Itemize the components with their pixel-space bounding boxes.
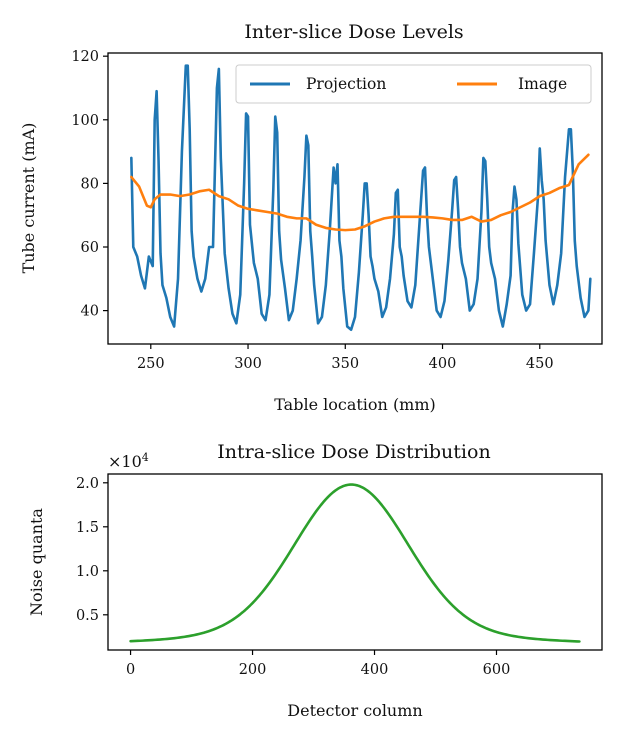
chart2-multiplier-exp: 4: [142, 451, 149, 464]
chart2-multiplier: ×104: [108, 451, 149, 471]
chart1-xtick-label-4: 450: [526, 356, 554, 372]
legend-label-projection: Projection: [306, 75, 386, 93]
chart2-multiplier-base: ×10: [108, 452, 142, 471]
chart2-plot-frame: [107, 473, 603, 651]
chart1-ytick-label-2: 80: [81, 176, 99, 192]
chart2-ytick-label-3: 2.0: [76, 476, 99, 492]
chart1-ytick-label-4: 120: [71, 49, 99, 65]
chart2-title: Intra-slice Dose Distribution: [217, 441, 490, 463]
chart2-ytick-label-1: 1.0: [76, 564, 99, 580]
chart1-ytick-label-3: 100: [71, 113, 99, 129]
chart1-series-line-projection: [130, 64, 592, 331]
chart-inter-slice: Inter-slice Dose Levels 250 300 350 400 450 …: [19, 21, 603, 414]
chart1-ytick-label-0: 40: [81, 304, 99, 320]
chart-intra-slice: Intra-slice Dose Distribution ×104 0 200 4…: [27, 441, 603, 720]
chart1-xtick-label-0: 250: [137, 356, 165, 372]
chart2-ylabel: Noise quanta: [27, 508, 46, 616]
chart2-series-line-noise-quanta: [129, 483, 581, 643]
chart2-ytick-label-0: 0.5: [76, 608, 99, 624]
chart2-xtick-label-0: 0: [126, 662, 135, 678]
chart1-xtick-label-1: 300: [234, 356, 262, 372]
chart1-series-line-image: [130, 153, 590, 232]
chart1-xtick-label-3: 400: [429, 356, 457, 372]
chart2-xlabel: Detector column: [287, 701, 422, 720]
chart2-ytick-label-2: 1.5: [76, 520, 99, 536]
chart1-title: Inter-slice Dose Levels: [244, 21, 463, 43]
chart1-plot-frame: [107, 52, 603, 345]
chart2-xtick-label-1: 200: [239, 662, 267, 678]
legend-label-image: Image: [518, 75, 567, 93]
chart2-xtick-label-2: 400: [361, 662, 389, 678]
chart1-legend: Projection Image: [235, 64, 592, 104]
chart1-xlabel: Table location (mm): [274, 395, 436, 414]
chart1-ylabel: Tube current (mA): [19, 123, 38, 274]
chart1-xtick-label-2: 350: [331, 356, 359, 372]
legend-box: [235, 64, 592, 104]
chart1-ytick-label-1: 60: [81, 240, 99, 256]
chart2-xtick-label-3: 600: [483, 662, 511, 678]
